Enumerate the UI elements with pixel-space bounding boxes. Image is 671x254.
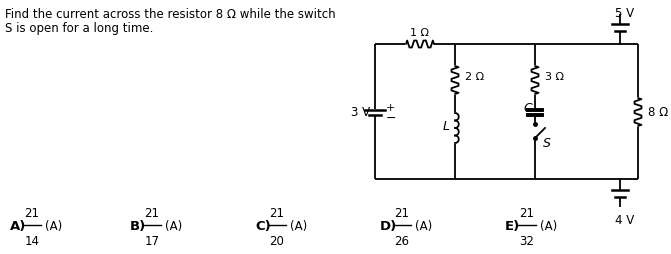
Text: (A): (A) <box>290 220 307 233</box>
Text: Find the current across the resistor 8 Ω while the switch: Find the current across the resistor 8 Ω… <box>5 8 336 21</box>
Text: (A): (A) <box>415 220 432 233</box>
Text: 17: 17 <box>144 234 160 247</box>
Text: +: + <box>386 103 395 113</box>
Text: S is open for a long time.: S is open for a long time. <box>5 22 154 35</box>
Text: 2 Ω: 2 Ω <box>465 72 484 82</box>
Text: 21: 21 <box>395 206 409 219</box>
Text: L: L <box>443 120 450 133</box>
Text: 14: 14 <box>25 234 40 247</box>
Text: 21: 21 <box>144 206 160 219</box>
Text: 21: 21 <box>270 206 285 219</box>
Text: 1 Ω: 1 Ω <box>411 28 429 38</box>
Text: 3 Ω: 3 Ω <box>545 72 564 82</box>
Text: (A): (A) <box>45 220 62 233</box>
Text: 21: 21 <box>25 206 40 219</box>
Text: 21: 21 <box>519 206 535 219</box>
Text: (A): (A) <box>165 220 183 233</box>
Text: C): C) <box>255 220 271 233</box>
Text: 26: 26 <box>395 234 409 247</box>
Text: C: C <box>523 102 531 115</box>
Text: S: S <box>543 136 551 149</box>
Text: E): E) <box>505 220 520 233</box>
Text: −: − <box>386 111 397 124</box>
Text: 5 V: 5 V <box>615 7 635 20</box>
Text: 32: 32 <box>519 234 534 247</box>
Text: D): D) <box>380 220 397 233</box>
Text: 8 Ω: 8 Ω <box>648 106 668 119</box>
Text: (A): (A) <box>540 220 557 233</box>
Text: 4 V: 4 V <box>615 213 635 226</box>
Text: B): B) <box>130 220 146 233</box>
Text: 20: 20 <box>270 234 285 247</box>
Text: 3 V: 3 V <box>351 106 370 119</box>
Text: A): A) <box>10 220 26 233</box>
